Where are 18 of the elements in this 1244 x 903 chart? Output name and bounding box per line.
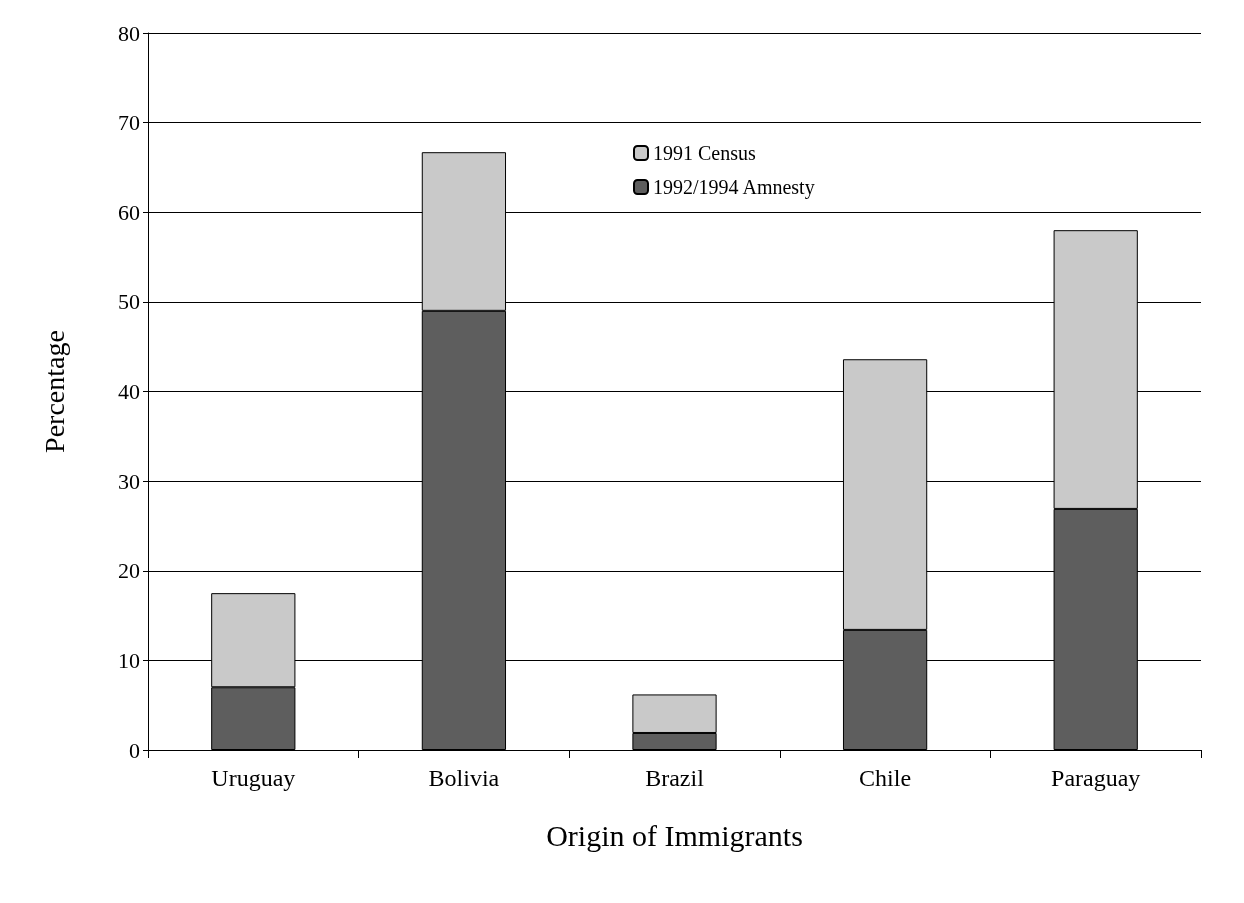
y-tick-label: 20 (118, 558, 140, 584)
x-tick-label: Bolivia (428, 765, 500, 791)
y-tick-label: 10 (118, 647, 140, 673)
y-tick-label: 80 (118, 20, 140, 46)
y-tick-label: 50 (118, 289, 140, 315)
x-tick-label: Brazil (645, 765, 705, 791)
legend-label: 1992/1994 Amnesty (653, 176, 815, 199)
y-tick-label: 60 (118, 199, 140, 225)
x-tick-label: Paraguay (1051, 765, 1141, 791)
x-tick-label: Chile (859, 765, 912, 791)
x-tick-label: Uruguay (211, 765, 296, 791)
y-axis-title: Percentage (38, 330, 70, 453)
y-tick-label: 30 (118, 468, 140, 494)
y-tick-label: 40 (118, 379, 140, 404)
y-tick-label: 70 (118, 110, 140, 136)
y-tick-label: 0 (129, 737, 140, 763)
legend-label: 1991 Census (653, 142, 756, 164)
x-axis-title: Origin of Immigrants (546, 818, 803, 852)
